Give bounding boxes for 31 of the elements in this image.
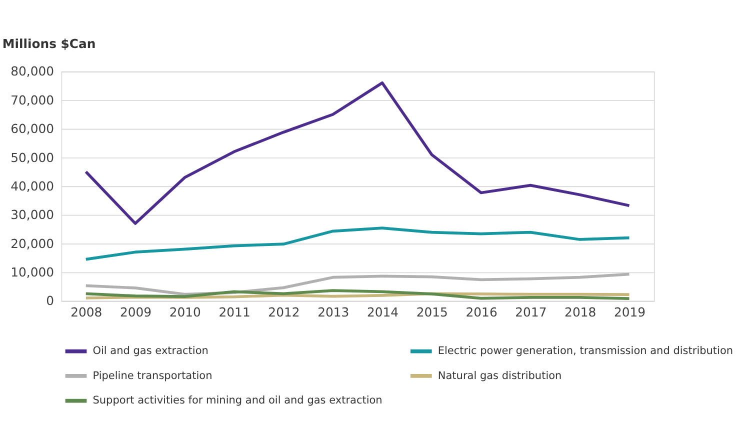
y-axis-title: Millions $Can <box>2 36 96 51</box>
y-tick-label: 50,000 <box>10 150 54 165</box>
x-tick-label: 2016 <box>466 304 498 320</box>
legend-label: Support activities for mining and oil and gas extraction <box>92 394 382 407</box>
line-series <box>84 272 631 296</box>
y-tick-label: 80,000 <box>10 64 54 79</box>
x-tick-label: 2010 <box>169 304 202 320</box>
y-tick-label: 0 <box>46 293 54 308</box>
legend-label: Electric power generation, transmission and distribution <box>438 345 734 358</box>
x-tick-label: 2013 <box>318 304 350 320</box>
x-tick-label: 2018 <box>564 304 596 320</box>
legend-label: Natural gas distribution <box>438 370 562 382</box>
x-tick-label: 2019 <box>614 304 646 320</box>
x-tick-label: 2017 <box>515 304 547 320</box>
x-tick-label: 2012 <box>268 304 300 320</box>
y-tick-label: 70,000 <box>10 92 54 108</box>
line-series <box>84 81 631 225</box>
x-tick-label: 2011 <box>218 304 250 320</box>
legend-label: Pipeline transportation <box>92 370 212 382</box>
x-tick-label: 2009 <box>120 304 152 320</box>
x-tick-label: 2014 <box>366 304 399 320</box>
x-tick-label: 2015 <box>416 304 448 320</box>
y-tick-label: 10,000 <box>10 264 54 280</box>
legend-label: Oil and gas extraction <box>92 345 208 358</box>
y-tick-label: 40,000 <box>10 178 54 194</box>
y-tick-label: 60,000 <box>10 121 54 136</box>
y-tick-label: 20,000 <box>10 236 54 251</box>
y-tick-label: 30,000 <box>10 207 54 222</box>
x-tick-label: 2008 <box>70 304 102 320</box>
line-series <box>84 289 631 300</box>
line-series <box>84 226 631 261</box>
